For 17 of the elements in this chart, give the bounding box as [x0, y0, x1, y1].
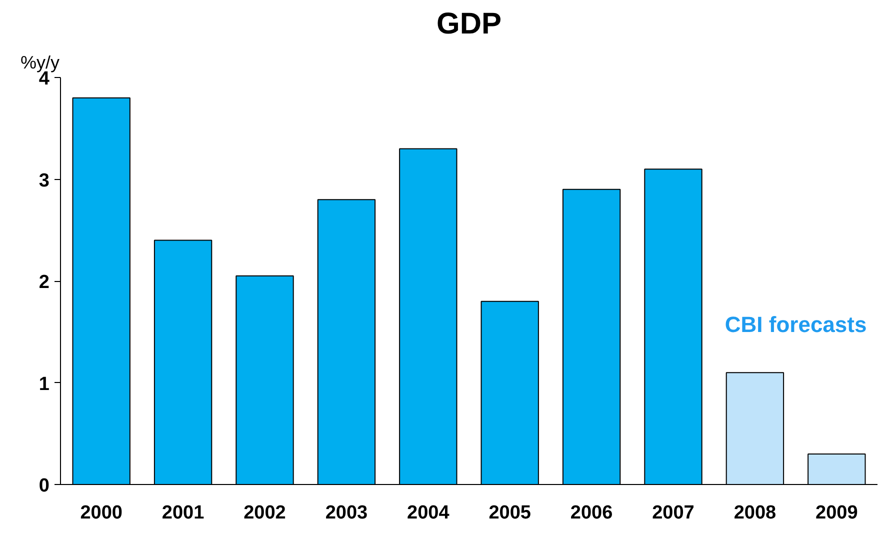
y-axis-title: %y/y [20, 52, 60, 72]
y-tick-label: 2 [38, 272, 50, 293]
y-tick-label: 3 [38, 170, 50, 192]
x-tick-label: 2000 [80, 502, 122, 524]
chart-title: GDP [436, 8, 502, 40]
x-tick-label: 2006 [570, 502, 613, 524]
x-tick-label: 2007 [652, 502, 694, 524]
y-tick-label: 1 [38, 374, 50, 395]
x-tick-label: 2005 [488, 502, 532, 524]
x-tick-label: 2009 [816, 502, 858, 524]
x-tick-label: 2008 [734, 502, 776, 524]
x-tick-label: 2002 [244, 502, 286, 524]
x-tick-label: 2003 [325, 502, 368, 524]
y-tick-label: 0 [38, 476, 50, 496]
x-tick-label: 2001 [162, 502, 205, 524]
x-tick-label: 2004 [407, 502, 450, 524]
annotation: CBI forecasts [724, 312, 867, 337]
